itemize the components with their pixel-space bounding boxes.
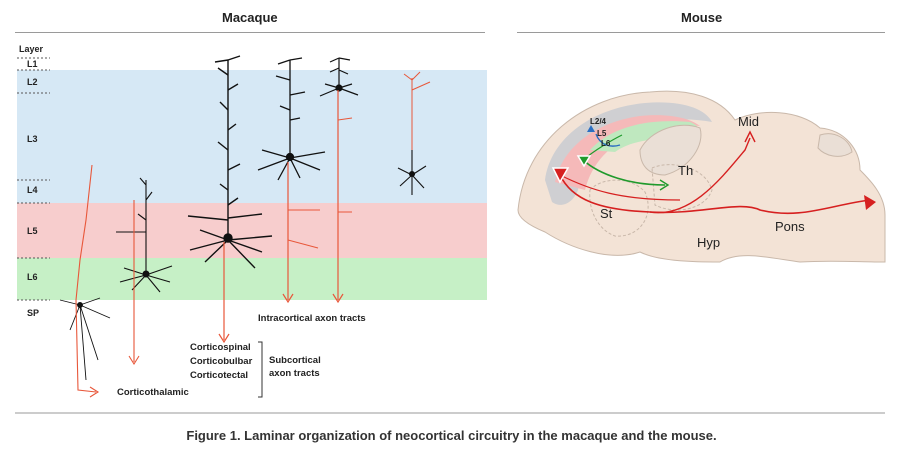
layer-label-l2: L2 [27, 77, 38, 87]
region-th: Th [678, 163, 694, 178]
layer-label-l1: L1 [27, 59, 38, 69]
pons-arrowhead [864, 195, 876, 210]
band-l2-l4 [17, 70, 487, 203]
intracortical-label: Intracortical axon tracts [258, 313, 366, 324]
target-corticotectal: Corticotectal [190, 370, 249, 381]
target-corticobulbar: Corticobulbar [190, 356, 253, 367]
layer-boundaries [17, 57, 50, 301]
l3-axon-collaterals [287, 209, 320, 249]
l2-axon-arrow [332, 293, 344, 304]
l3-pyramidal-neuron [257, 57, 326, 181]
subcortical-bracket [258, 341, 263, 398]
mid-arrowhead [744, 130, 756, 143]
l6-pyramidal-neuron [116, 177, 173, 293]
mouse-brain [517, 90, 886, 263]
region-mid: Mid [738, 114, 759, 129]
l3-axon-arrow [282, 293, 294, 304]
figure-caption: Figure 1. Laminar organization of neocor… [186, 428, 717, 443]
layer-label-l4: L4 [27, 185, 38, 195]
corticothalamic-arrow [89, 386, 100, 398]
layer-label-sp: SP [27, 308, 40, 318]
l2-pyramidal-neuron [319, 57, 359, 97]
l2-axon-collaterals [337, 117, 353, 213]
mouse-cortex-l24: L2/4 [590, 117, 607, 126]
l4-apical-dendrite [403, 71, 431, 175]
mouse-cortex-l5: L5 [597, 129, 607, 138]
l5-pyramidal-neuron [187, 55, 273, 269]
macaque-title: Macaque [222, 10, 278, 25]
target-corticospinal: Corticospinal [190, 342, 251, 353]
region-hyp: Hyp [697, 235, 721, 250]
layer-label-l6: L6 [27, 272, 38, 282]
layer-label-l3: L3 [27, 134, 38, 144]
mouse-cortex-l6: L6 [601, 139, 611, 148]
subcortical-label-line2: axon tracts [269, 368, 320, 379]
corticothalamic-label: Corticothalamic [117, 387, 189, 398]
mouse-title-rule [517, 32, 885, 33]
mouse-l5-neuron [551, 167, 570, 184]
macaque-title-rule [15, 32, 485, 33]
mouse-l24-neuron [587, 125, 595, 132]
corticothalamic-axon [75, 164, 97, 393]
region-st: St [600, 206, 613, 221]
th-arrowhead [659, 179, 670, 191]
layer-label-l5: L5 [27, 226, 38, 236]
mouse-l6-neuron [576, 155, 592, 168]
l5-axon-arrow [218, 333, 230, 344]
layer-header: Layer [19, 44, 44, 54]
mouse-title: Mouse [681, 10, 723, 25]
subplate-neuron [59, 297, 111, 381]
subcortical-label-line1: Subcortical [269, 355, 321, 366]
l4-stellate-neuron [397, 150, 427, 195]
l6-axon-arrow [128, 355, 140, 366]
region-pons: Pons [775, 219, 805, 234]
